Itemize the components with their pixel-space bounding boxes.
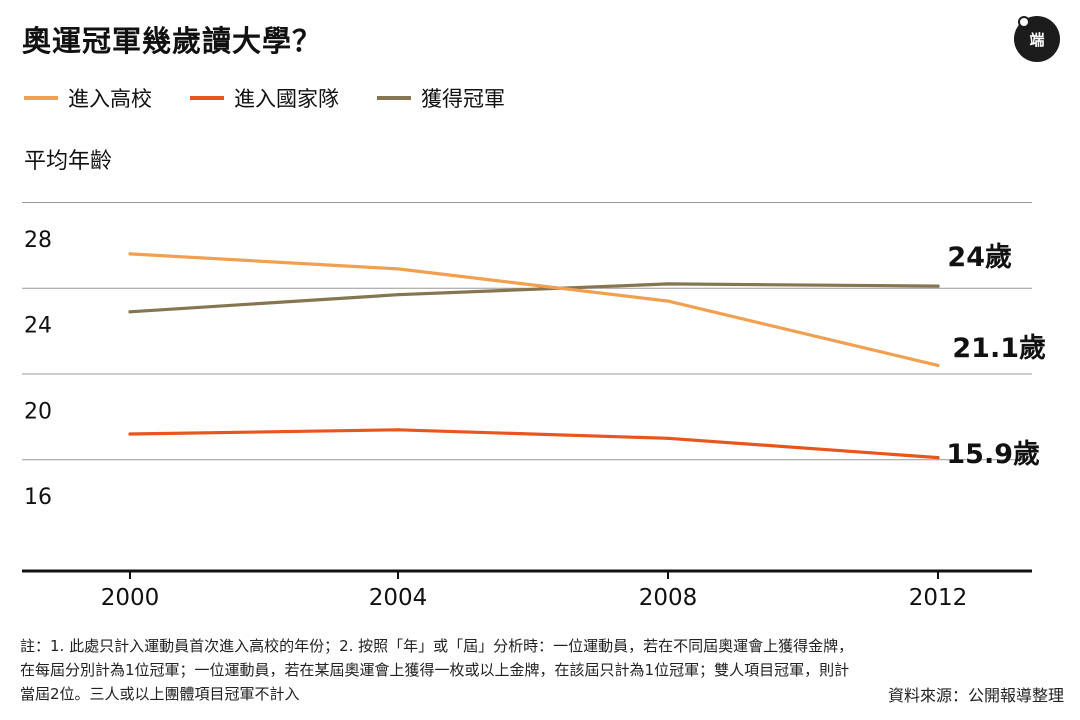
x-tick-label-2012: 2012 [909,585,968,611]
end-label-national-team: 15.9歲 [946,439,1040,470]
data-point-national-team-2012 [936,456,940,460]
data-point-college-2004 [396,267,400,271]
chart-title: 奧運冠軍幾歲讀大學？ [22,24,323,58]
brand-logo-text: 端 [1029,30,1045,49]
y-axis-label: 平均年齡 [24,149,113,174]
data-point-college-2012 [936,363,940,368]
y-tick-label-28: 28 [24,228,52,253]
data-point-national-team-2008 [666,436,670,440]
data-point-champion-2012 [936,284,940,288]
legend-swatch-college [24,96,58,100]
x-tick-label-2004: 2004 [369,585,428,611]
series-line-champion [128,282,940,314]
data-point-champion-2004 [396,293,400,297]
data-point-national-team-2004 [396,428,400,432]
legend-label-champion: 獲得冠軍 [421,87,505,111]
data-point-college-2008 [666,299,670,303]
legend-item-national-team: 進入國家隊 [190,83,339,113]
y-tick-label-16: 16 [24,485,52,510]
legend-label-national-team: 進入國家隊 [234,87,339,111]
data-point-champion-2008 [666,282,670,286]
legend-swatch-champion [377,96,411,100]
legend-item-champion: 獲得冠軍 [377,83,505,113]
x-tick-label-2000: 2000 [101,585,160,611]
brand-logo-dot-icon [1018,16,1030,28]
end-label-champion: 24歲 [947,242,1012,273]
series-line-national-team [128,428,940,460]
x-tick-label-2008: 2008 [639,585,698,611]
series-line-college [128,252,940,367]
y-tick-label-20: 20 [24,399,52,424]
end-label-college: 21.1歲 [952,333,1046,364]
chart-legend: 進入高校 進入國家隊 獲得冠軍 [24,84,543,112]
legend-label-college: 進入高校 [68,87,152,111]
data-point-college-2000 [128,252,132,256]
legend-swatch-national-team [190,96,224,100]
footnote: 註：1. 此處只計入運動員首次進入高校的年份；2. 按照「年」或「屆」分析時：一… [20,637,854,703]
data-point-champion-2000 [128,310,132,314]
data-point-national-team-2000 [128,432,132,436]
legend-item-college: 進入高校 [24,83,152,113]
y-tick-label-24: 24 [24,314,52,339]
data-source: 資料來源：公開報導整理 [887,686,1064,705]
